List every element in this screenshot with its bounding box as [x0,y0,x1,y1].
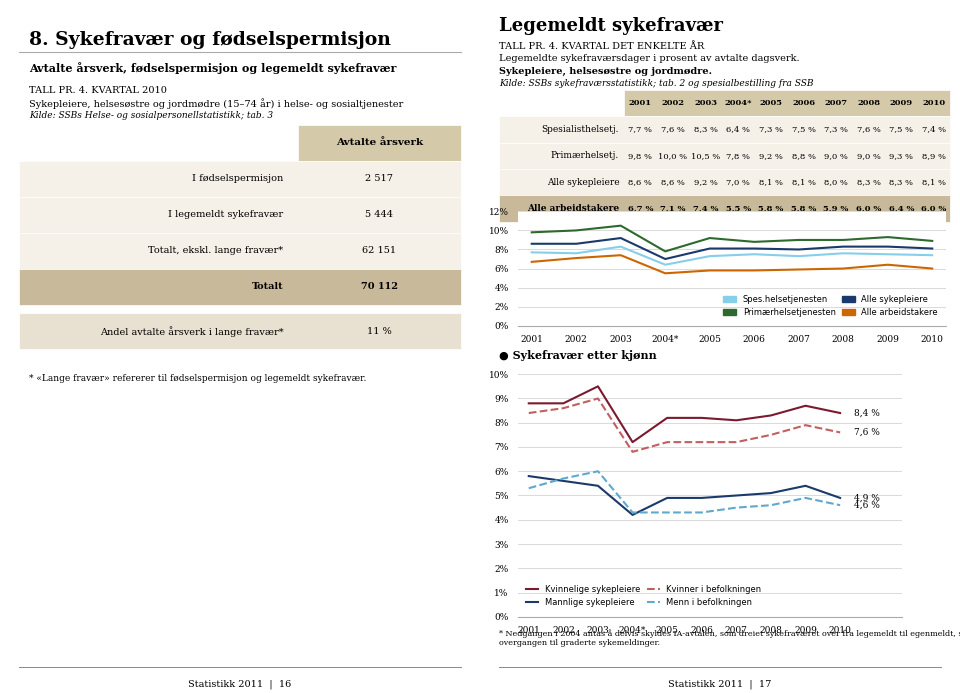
Text: 8,9 %: 8,9 % [922,152,946,160]
Text: 9,2 %: 9,2 % [694,178,717,186]
Text: Alle arbeidstakere: Alle arbeidstakere [527,204,619,213]
Text: 6,0 %: 6,0 % [856,204,881,213]
Text: 2001: 2001 [629,99,652,107]
Text: 2003: 2003 [694,99,717,107]
Text: 7,6 %: 7,6 % [854,428,880,437]
Text: 8,0 %: 8,0 % [825,178,848,186]
Text: 4,6 %: 4,6 % [854,501,880,509]
Text: 8,4 %: 8,4 % [854,409,880,417]
Text: Totalt, ekskl. lange fravær*: Totalt, ekskl. lange fravær* [148,247,283,255]
Text: 9,3 %: 9,3 % [889,152,913,160]
Text: 6,0 %: 6,0 % [922,204,947,213]
Text: Alle sykepleiere: Alle sykepleiere [546,178,619,186]
Text: 7,5 %: 7,5 % [791,125,815,134]
Bar [499,169,950,195]
Text: 7,6 %: 7,6 % [661,125,684,134]
Bar [19,269,461,305]
Text: Kilde: SSBs sykefraværsstatistikk; tab. 2 og spesialbestilling fra SSB: Kilde: SSBs sykefraværsstatistikk; tab. … [499,79,814,88]
Legend: Spes.helsetjenesten, Primærhelsetjenesten, Alle sykepleiere, Alle arbeidstakere: Spes.helsetjenesten, Primærhelsetjeneste… [720,292,942,320]
Text: I legemeldt sykefravær: I legemeldt sykefravær [168,211,283,219]
Text: 5,8 %: 5,8 % [791,204,816,213]
Text: 7,4 %: 7,4 % [922,125,947,134]
Text: 4,9 %: 4,9 % [854,493,880,502]
Bar [19,161,461,197]
Text: 8,1 %: 8,1 % [758,178,782,186]
Text: 2 517: 2 517 [365,175,394,183]
Text: Spesialisthelsetj.: Spesialisthelsetj. [541,125,619,134]
Text: Andel avtalte årsverk i lange fravær*: Andel avtalte årsverk i lange fravær* [100,326,283,337]
Text: 9,0 %: 9,0 % [825,152,848,160]
Text: 5,8 %: 5,8 % [758,204,783,213]
Text: TALL PR. 4. KVARTAL DET ENKELTE ÅR: TALL PR. 4. KVARTAL DET ENKELTE ÅR [499,42,705,51]
Text: 8,3 %: 8,3 % [693,125,718,134]
Text: 5,5 %: 5,5 % [726,204,751,213]
Text: 7,8 %: 7,8 % [726,152,751,160]
Text: Statistikk 2011  |  17: Statistikk 2011 | 17 [668,679,772,689]
Text: 7,1 %: 7,1 % [660,204,685,213]
Text: Kilde: SSBs Helse- og sosialpersonellstatistikk; tab. 3: Kilde: SSBs Helse- og sosialpersonellsta… [29,111,273,120]
Text: 8,6 %: 8,6 % [661,178,684,186]
Text: 5,9 %: 5,9 % [824,204,849,213]
Text: 6,4 %: 6,4 % [889,204,914,213]
Text: 9,0 %: 9,0 % [857,152,880,160]
Bar [499,195,950,222]
Text: 2009: 2009 [890,99,913,107]
Text: Avtalte årsverk: Avtalte årsverk [336,139,422,147]
Text: Avtalte årsverk, fødselspermisjon og legemeldt sykefravær: Avtalte årsverk, fødselspermisjon og leg… [29,62,396,74]
Text: 6,4 %: 6,4 % [726,125,751,134]
Text: 8,1 %: 8,1 % [922,178,946,186]
Text: 6,7 %: 6,7 % [628,204,653,213]
Text: Sykepleiere, helsesøstre og jordmødre (15–74 år) i helse- og sosialtjenester: Sykepleiere, helsesøstre og jordmødre (1… [29,98,403,109]
Text: 10,0 %: 10,0 % [659,152,687,160]
Text: 7,5 %: 7,5 % [889,125,913,134]
Text: 8,3 %: 8,3 % [856,178,881,186]
Text: Primærhelsetj.: Primærhelsetj. [551,152,619,160]
Bar [624,90,950,116]
Bar [499,143,950,169]
Text: 9,8 %: 9,8 % [628,152,652,160]
Text: 7,3 %: 7,3 % [758,125,782,134]
Text: 8,6 %: 8,6 % [629,178,652,186]
Text: 70 112: 70 112 [361,283,397,291]
Text: Statistikk 2011  |  16: Statistikk 2011 | 16 [188,679,292,689]
Text: 2006: 2006 [792,99,815,107]
Bar [19,233,461,269]
Text: * «Lange fravær» refererer til fødselspermisjon og legemeldt sykefravær.: * «Lange fravær» refererer til fødselspe… [29,374,366,383]
Text: Legemeldte sykefraværsdager i prosent av avtalte dagsverk.: Legemeldte sykefraværsdager i prosent av… [499,54,800,63]
Text: 2002: 2002 [661,99,684,107]
Text: * Nedgangen i 2004 antas å delvis skyldes IA-avtalen, som dreiet sykefraværet ov: * Nedgangen i 2004 antas å delvis skylde… [499,629,960,647]
Legend: Kvinnelige sykepleiere, Mannlige sykepleiere, Kvinner i befolkningen, Menn i bef: Kvinnelige sykepleiere, Mannlige sykeple… [522,581,765,610]
Text: 9,2 %: 9,2 % [759,152,782,160]
Text: 8. Sykefravær og fødselspermisjon: 8. Sykefravær og fødselspermisjon [29,31,391,49]
Bar [298,125,461,161]
Text: 7,7 %: 7,7 % [628,125,652,134]
Bar [19,197,461,233]
Text: 2005: 2005 [759,99,782,107]
Text: 8,1 %: 8,1 % [791,178,815,186]
Bar [499,116,950,143]
Text: 8,3 %: 8,3 % [889,178,913,186]
Text: 2007: 2007 [825,99,848,107]
Text: Totalt: Totalt [252,283,283,291]
Text: 7,6 %: 7,6 % [857,125,880,134]
Text: 7,3 %: 7,3 % [824,125,849,134]
Text: 2004*: 2004* [725,99,752,107]
Bar [19,313,461,349]
Text: 8,8 %: 8,8 % [791,152,815,160]
Text: 11 %: 11 % [367,327,392,335]
Text: 2008: 2008 [857,99,880,107]
Text: 10,5 %: 10,5 % [691,152,720,160]
Text: Legemeldt sykefravær: Legemeldt sykefravær [499,17,723,35]
Text: Sykepleiere, helsesøstre og jordmødre.: Sykepleiere, helsesøstre og jordmødre. [499,67,712,76]
Text: TALL PR. 4. KVARTAL 2010: TALL PR. 4. KVARTAL 2010 [29,86,167,95]
Text: ● Sykefravær etter kjønn: ● Sykefravær etter kjønn [499,350,657,361]
Text: I fødselspermisjon: I fødselspermisjon [192,175,283,183]
Text: 7,0 %: 7,0 % [727,178,750,186]
Text: 7,4 %: 7,4 % [693,204,718,213]
Text: 62 151: 62 151 [362,247,396,255]
Text: 2010: 2010 [923,99,946,107]
Text: 5 444: 5 444 [365,211,394,219]
